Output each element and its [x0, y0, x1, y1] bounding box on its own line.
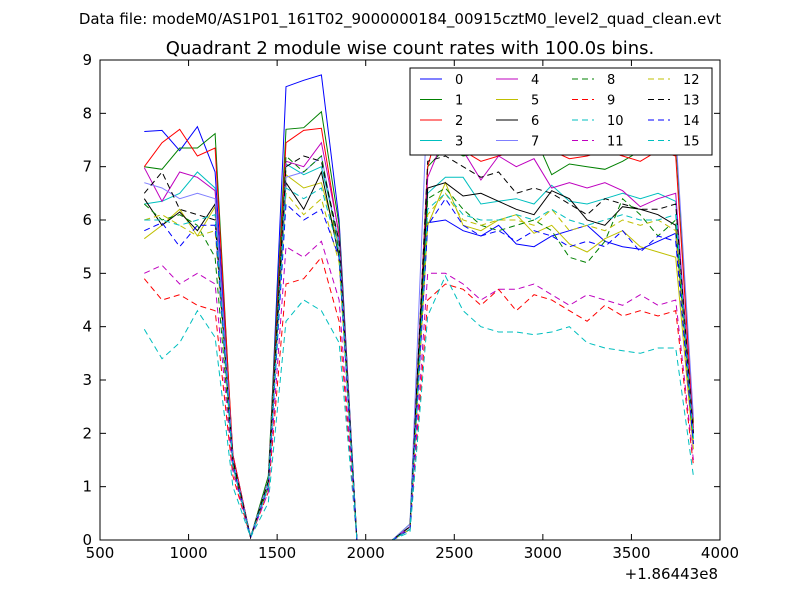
series-line-10 — [143, 274, 694, 541]
series-line-11 — [144, 240, 694, 541]
plot-lines — [143, 74, 694, 541]
series-line-13 — [143, 155, 694, 541]
legend-label-3: 3 — [455, 135, 463, 150]
x-tick-label: 500 — [86, 544, 115, 562]
legend-label-9: 9 — [607, 94, 615, 109]
legend-label-10: 10 — [607, 114, 624, 129]
x-offset-label: +1.86443e8 — [625, 565, 718, 583]
x-axis: 500 1000 1500 2000 2500 3000 3500 4000 — [86, 60, 739, 562]
legend-label-0: 0 — [455, 73, 463, 88]
x-tick-label: 3000 — [524, 544, 562, 562]
x-tick-label: 2500 — [435, 544, 473, 562]
y-tick-label: 5 — [82, 264, 92, 282]
legend-label-8: 8 — [607, 73, 615, 88]
y-tick-label: 7 — [82, 158, 92, 176]
legend-label-14: 14 — [683, 114, 700, 129]
legend-label-15: 15 — [683, 135, 700, 150]
legend-label-13: 13 — [683, 94, 700, 109]
data-file-label: Data file: modeM0/AS1P01_161T02_90000001… — [79, 10, 721, 29]
y-tick-label: 8 — [82, 104, 92, 122]
plot-frame — [99, 59, 721, 541]
y-tick-label: 0 — [82, 531, 92, 549]
x-tick-label: 1000 — [169, 544, 207, 562]
series-line-9 — [143, 256, 694, 541]
x-tick-label: 4000 — [701, 544, 739, 562]
y-tick-label: 4 — [82, 318, 92, 336]
x-tick-label: 2000 — [347, 544, 385, 562]
y-tick-label: 3 — [82, 371, 92, 389]
legend-label-11: 11 — [607, 135, 624, 150]
legend-label-4: 4 — [531, 73, 539, 88]
legend-label-2: 2 — [455, 114, 463, 129]
series-line-2 — [143, 101, 694, 541]
y-tick-label: 1 — [82, 478, 92, 496]
y-tick-label: 6 — [82, 211, 92, 229]
legend-label-7: 7 — [531, 135, 539, 150]
y-tick-label: 2 — [82, 424, 92, 442]
y-tick-label: 9 — [82, 51, 92, 69]
chart-title: Quadrant 2 module wise count rates with … — [166, 38, 655, 59]
series-line-15 — [144, 187, 694, 541]
legend-label-1: 1 — [455, 94, 463, 109]
legend-label-5: 5 — [531, 94, 539, 109]
series-line-1 — [144, 110, 694, 541]
x-tick-label: 3500 — [612, 544, 650, 562]
legend-label-6: 6 — [531, 114, 539, 129]
x-tick-label: 1500 — [258, 544, 296, 562]
legend-label-12: 12 — [683, 73, 700, 88]
